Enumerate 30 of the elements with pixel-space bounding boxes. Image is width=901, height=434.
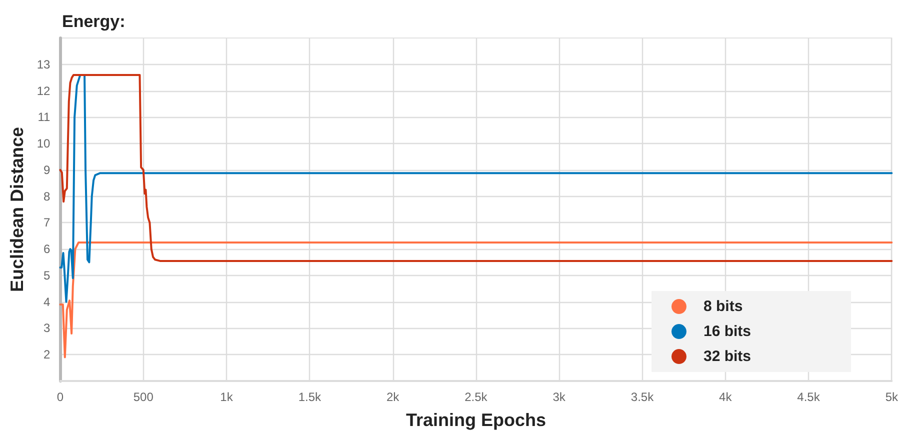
x-tick-label: 5k (885, 390, 899, 404)
y-tick-label: 7 (44, 216, 51, 230)
y-tick-label: 11 (38, 110, 51, 124)
x-tick-label: 1.5k (298, 390, 322, 404)
y-tick-label: 2 (44, 348, 51, 362)
x-tick-label: 4k (719, 390, 733, 404)
legend-label: 8 bits (703, 298, 743, 315)
y-tick-label: 3 (44, 321, 51, 336)
y-tick-label: 6 (44, 242, 51, 256)
x-tick-label: 4.5k (797, 390, 821, 404)
y-tick-label: 9 (44, 162, 51, 177)
x-tick-label: 3k (552, 390, 566, 404)
y-tick-label: 5 (44, 268, 51, 282)
x-tick-label: 3.5k (630, 390, 655, 404)
line-series (59, 74, 893, 262)
x-tick-label: 2k (386, 390, 400, 404)
legend-label: 16 bits (703, 323, 752, 340)
x-tick-label: 1k (220, 390, 234, 404)
x-tick-label: 2.5k (464, 390, 488, 404)
y-tick-label: 4 (44, 294, 51, 309)
y-axis-title: Euclidean Distance (7, 126, 27, 292)
chart-title: Energy: (62, 12, 126, 31)
y-tick-label: 12 (36, 84, 51, 98)
x-tick-label: 0 (56, 390, 64, 404)
x-axis-title: Training Epochs (406, 410, 546, 430)
x-tick-label: 500 (133, 390, 154, 404)
y-tick-label: 13 (36, 57, 51, 72)
legend-label: 32 bits (703, 348, 752, 365)
y-tick-label: 10 (36, 136, 51, 151)
y-tick-label: 8 (44, 189, 51, 204)
